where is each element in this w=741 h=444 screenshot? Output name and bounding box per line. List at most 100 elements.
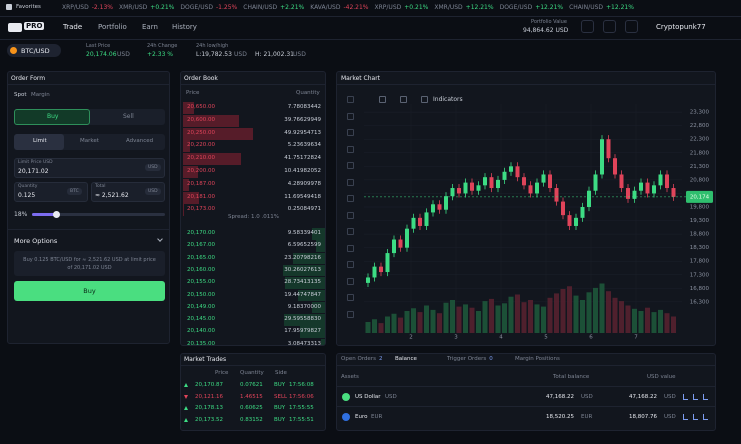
row-action[interactable] <box>703 414 708 420</box>
order-type[interactable]: Market <box>80 138 99 144</box>
asset-name: Euro <box>355 414 368 420</box>
bid-quantity: 17.95979827 <box>284 328 321 335</box>
order-type[interactable]: Limit <box>33 138 47 144</box>
bid-quantity: 28.73413135 <box>284 279 321 286</box>
tab-count: 0 <box>489 356 493 362</box>
indicators-button[interactable]: Indicators <box>433 96 463 103</box>
candlestick-chart: 23,30022,80022,30021,80021,30020,80020,3… <box>364 104 713 341</box>
trade-quantity: 0.83152 <box>240 417 263 424</box>
volume-bar <box>463 304 468 333</box>
drawing-tool[interactable] <box>347 129 354 136</box>
candle-body <box>658 174 663 186</box>
nav-item[interactable]: History <box>172 23 197 31</box>
header-icon-button[interactable] <box>603 20 616 33</box>
y-tick-label: 22,800 <box>690 123 710 129</box>
logo-mark <box>6 4 12 10</box>
row-action[interactable] <box>693 414 698 420</box>
drawing-tool[interactable] <box>347 195 354 202</box>
candle-body <box>515 166 520 178</box>
header-icon-button[interactable] <box>625 20 638 33</box>
drawing-tool[interactable] <box>347 178 354 186</box>
trade-time: 17:55:51 <box>289 417 314 424</box>
y-tick-label: 17,800 <box>690 259 710 265</box>
last-price-label: 20,174 <box>690 194 710 200</box>
input-label: Quantity <box>18 184 38 189</box>
ticker-change: +0.21% <box>150 4 175 11</box>
depth-bar <box>183 191 200 204</box>
mode-tab[interactable]: Margin <box>31 92 50 98</box>
slider-track <box>32 213 165 216</box>
tab[interactable]: Margin Positions <box>515 356 560 362</box>
trade-price: 20,178.13 <box>195 405 223 412</box>
unit-pill: BTC <box>67 188 82 195</box>
tab[interactable]: Trigger Orders 0 <box>447 356 493 362</box>
input-box[interactable] <box>14 182 88 202</box>
tab[interactable]: Balance <box>395 356 417 362</box>
divider <box>0 39 741 40</box>
usd-unit: USD <box>664 394 676 400</box>
ticker-item: CHAIN/USD +2.21% <box>243 4 304 11</box>
order-type[interactable]: Advanced <box>126 138 154 144</box>
volume-bar <box>424 305 429 333</box>
drawing-tool[interactable] <box>347 261 354 268</box>
column-header: Assets <box>341 374 359 380</box>
user-name[interactable]: Cryptopunk77 <box>656 23 706 31</box>
submit-button[interactable]: Buy <box>14 281 165 301</box>
nav-item[interactable]: Earn <box>142 23 158 31</box>
row-action[interactable] <box>693 394 698 400</box>
market-chart-panel <box>336 71 716 346</box>
ticker-item: XMR/USD +0.21% <box>119 4 174 11</box>
ticker-item: CHAIN/USD +12.21% <box>569 4 634 11</box>
volume-bar <box>671 316 676 333</box>
chart-tool[interactable] <box>379 96 386 103</box>
divider <box>180 365 326 366</box>
asset-code: EUR <box>371 414 383 420</box>
chart-tool[interactable] <box>400 96 407 103</box>
row-action[interactable] <box>683 414 688 420</box>
drawing-tool[interactable] <box>347 145 354 153</box>
bid-quantity: 9.58339401 <box>287 230 321 236</box>
divider <box>336 84 716 85</box>
ask-price: 20,220.00 <box>187 142 215 149</box>
column-header: Quantity <box>240 370 264 376</box>
input-box[interactable] <box>14 158 165 178</box>
candle-body <box>639 182 643 191</box>
volume-bar <box>417 312 423 333</box>
pair-selector[interactable]: BTC/USD <box>7 44 61 57</box>
side-sell[interactable]: Sell <box>123 113 134 120</box>
drawing-tool[interactable] <box>347 228 354 235</box>
tab-label: Balance <box>395 356 417 362</box>
header-icon-button[interactable] <box>581 20 594 33</box>
mode-tab[interactable]: Spot <box>14 92 27 98</box>
candle-body <box>496 179 500 189</box>
tab[interactable]: Open Orders 2 <box>341 356 382 362</box>
candle-body <box>392 239 396 254</box>
drawing-tool[interactable] <box>347 294 354 301</box>
candle-body <box>593 174 598 191</box>
candle-body <box>444 196 448 210</box>
row-action[interactable] <box>683 394 688 400</box>
candle-body <box>398 239 403 248</box>
input-box[interactable] <box>91 182 165 202</box>
candle-body <box>502 171 507 180</box>
drawing-tool[interactable] <box>347 310 354 318</box>
drawing-tool[interactable] <box>347 244 354 252</box>
nav-item[interactable]: Trade <box>63 23 83 31</box>
drawing-tool[interactable] <box>347 96 354 103</box>
drawing-tool[interactable] <box>347 162 354 169</box>
chart-tool[interactable] <box>421 96 428 103</box>
drawing-tool[interactable] <box>347 211 354 219</box>
input-value: 0.125 <box>18 192 36 199</box>
more-options[interactable]: More Options <box>14 237 58 245</box>
volume-bar <box>651 312 657 333</box>
unit-pill: USD <box>145 188 161 195</box>
y-tick-label: 18,300 <box>690 245 710 251</box>
row-action[interactable] <box>703 394 708 400</box>
slider-knob[interactable] <box>52 211 60 218</box>
candle-body <box>626 188 630 199</box>
side-buy[interactable]: Buy <box>47 113 59 120</box>
nav-item[interactable]: Portfolio <box>98 23 127 31</box>
drawing-tool[interactable] <box>347 277 354 285</box>
drawing-tool[interactable] <box>347 112 354 120</box>
